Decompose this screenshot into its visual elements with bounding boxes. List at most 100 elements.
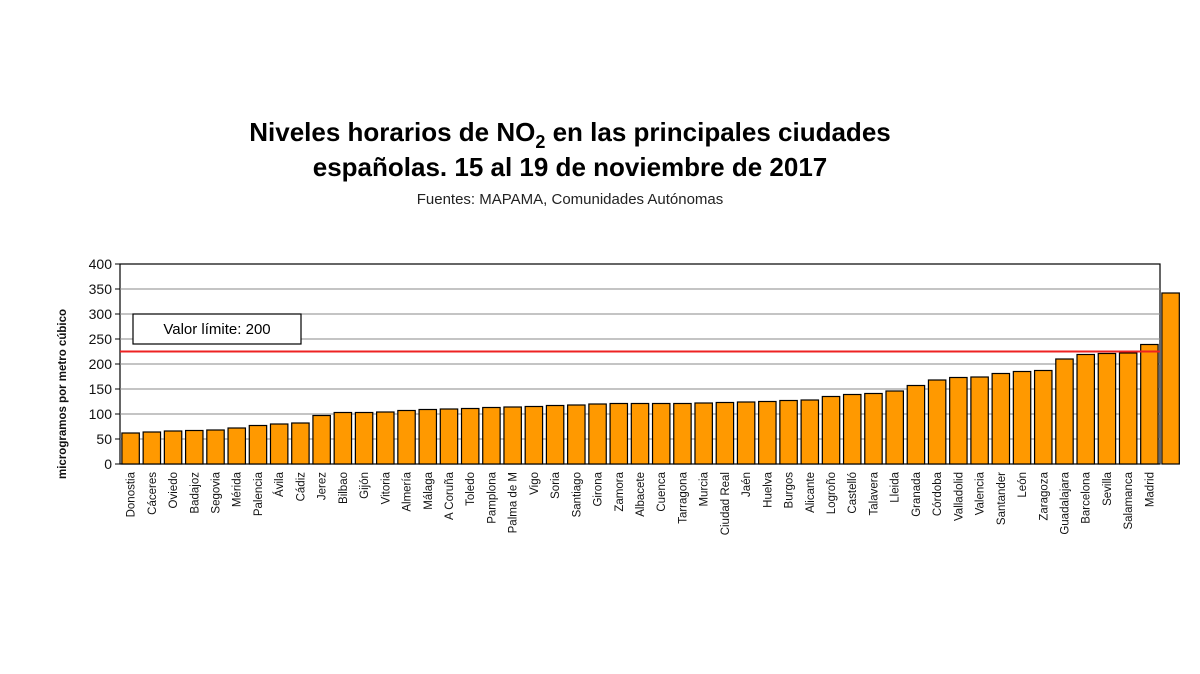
x-tick-label: Valladolid	[953, 472, 965, 521]
bar	[970, 376, 989, 465]
bar	[163, 430, 183, 465]
bar	[524, 405, 544, 465]
x-tick-label: Ávila	[273, 471, 286, 497]
bar	[779, 399, 798, 465]
bar	[269, 423, 289, 465]
x-tick-label: Donostia	[126, 471, 138, 517]
bar	[758, 400, 777, 465]
x-tick-label: Madrid	[1144, 472, 1156, 507]
y-axis-label: microgramos por metro cúbico	[57, 309, 69, 479]
bar	[376, 411, 395, 465]
x-tick-label: Cádiz	[295, 472, 307, 502]
bar	[460, 407, 480, 465]
x-tick-label: Murcia	[699, 471, 711, 506]
x-tick-label: Zamora	[614, 471, 626, 511]
y-tick-label: 200	[89, 356, 113, 372]
y-tick-label: 100	[89, 406, 113, 422]
bar	[864, 392, 883, 465]
bar	[1161, 292, 1180, 465]
x-tick-label: Cáceres	[147, 472, 159, 515]
limit-label-box	[132, 313, 302, 345]
x-tick-label: Huelva	[762, 471, 774, 507]
x-tick-label: Toledo	[465, 472, 477, 506]
bar	[503, 406, 522, 465]
x-tick-label: Jerez	[317, 472, 329, 500]
x-tick-label: Talavera	[868, 471, 880, 515]
bar	[1097, 352, 1117, 465]
y-tick-label: 50	[96, 431, 112, 447]
bar	[121, 432, 140, 465]
chart-subtitle: Fuentes: MAPAMA, Comunidades Autónomas	[417, 191, 724, 208]
bar	[1140, 343, 1159, 465]
x-tick-label: Lleida	[890, 471, 902, 502]
x-tick-label: Guadalajara	[1059, 471, 1071, 534]
x-tick-label: Vitoria	[380, 471, 392, 504]
x-tick-label: León	[1017, 472, 1029, 498]
x-tick-label: Alicante	[805, 472, 817, 513]
bar	[397, 409, 416, 465]
bar	[1033, 369, 1053, 465]
bar	[482, 406, 501, 465]
x-tick-label: Badajoz	[189, 472, 201, 514]
bar	[312, 414, 331, 465]
x-tick-label: Palencia	[253, 471, 265, 516]
limit-label: Valor límite: 200	[163, 321, 270, 338]
bars	[121, 292, 1180, 465]
chart-title-line1: Niveles horarios de NO2 en las principal…	[249, 117, 891, 152]
bar	[142, 431, 162, 465]
x-tick-label: Jaén	[741, 472, 753, 497]
bar	[1012, 370, 1032, 465]
x-tick-label: Bilbao	[338, 472, 350, 504]
x-tick-label: Logroño	[826, 472, 838, 514]
x-tick-label: Sevilla	[1102, 471, 1114, 505]
x-tick-label: Valencia	[975, 471, 987, 515]
bar	[800, 399, 820, 465]
bar	[227, 427, 247, 465]
y-tick-label: 300	[89, 306, 113, 322]
x-tick-label: Córdoba	[932, 471, 944, 516]
title-part-before-sub: Niveles horarios de NO	[249, 117, 535, 147]
bar	[927, 379, 947, 465]
bar	[821, 395, 841, 465]
bar	[715, 401, 735, 465]
bar	[949, 376, 968, 465]
chart-title: Niveles horarios de NO2 en las principal…	[249, 117, 891, 182]
bar	[1055, 358, 1074, 465]
bar	[906, 384, 926, 465]
x-tick-label: Burgos	[784, 472, 796, 509]
limit-line-group: Valor límite: 200	[120, 313, 1160, 353]
x-tick-label: Castelló	[847, 472, 859, 514]
x-tick-label: Cuenca	[656, 471, 668, 511]
bar	[630, 402, 650, 465]
bar	[291, 422, 310, 465]
bar	[567, 404, 586, 465]
y-axis-ticks: 0 50 100 150 200 250 300 350 400	[89, 256, 120, 472]
x-tick-label: A Coruña	[444, 471, 456, 520]
bar	[184, 429, 204, 465]
bar	[842, 393, 862, 465]
title-part-sub: 2	[535, 132, 545, 152]
x-tick-label: Ciudad Real	[720, 472, 732, 535]
bar	[609, 402, 629, 465]
bar	[1076, 353, 1096, 465]
x-tick-label: Santiago	[571, 472, 583, 517]
title-part-after-sub: en las principales ciudades	[545, 117, 890, 147]
x-tick-label: Gijón	[359, 472, 371, 499]
x-tick-label: Granada	[911, 471, 923, 516]
bar	[439, 408, 459, 465]
x-tick-label: Zaragoza	[1038, 471, 1050, 520]
x-tick-label: Barcelona	[1081, 471, 1093, 523]
x-tick-label: Vigo	[529, 472, 541, 495]
x-tick-label: Tarragona	[677, 471, 689, 523]
bar	[545, 404, 565, 465]
bar	[418, 408, 438, 465]
x-tick-label: Mérida	[232, 471, 244, 507]
y-tick-label: 250	[89, 331, 113, 347]
x-tick-label: Pamplona	[486, 471, 498, 523]
y-tick-label: 350	[89, 281, 113, 297]
bar	[354, 411, 374, 465]
y-tick-label: 400	[89, 256, 113, 272]
x-tick-label: Almería	[402, 471, 414, 511]
bar	[673, 402, 692, 465]
chart-title-line2: españolas. 15 al 19 de noviembre de 2017	[313, 152, 828, 182]
